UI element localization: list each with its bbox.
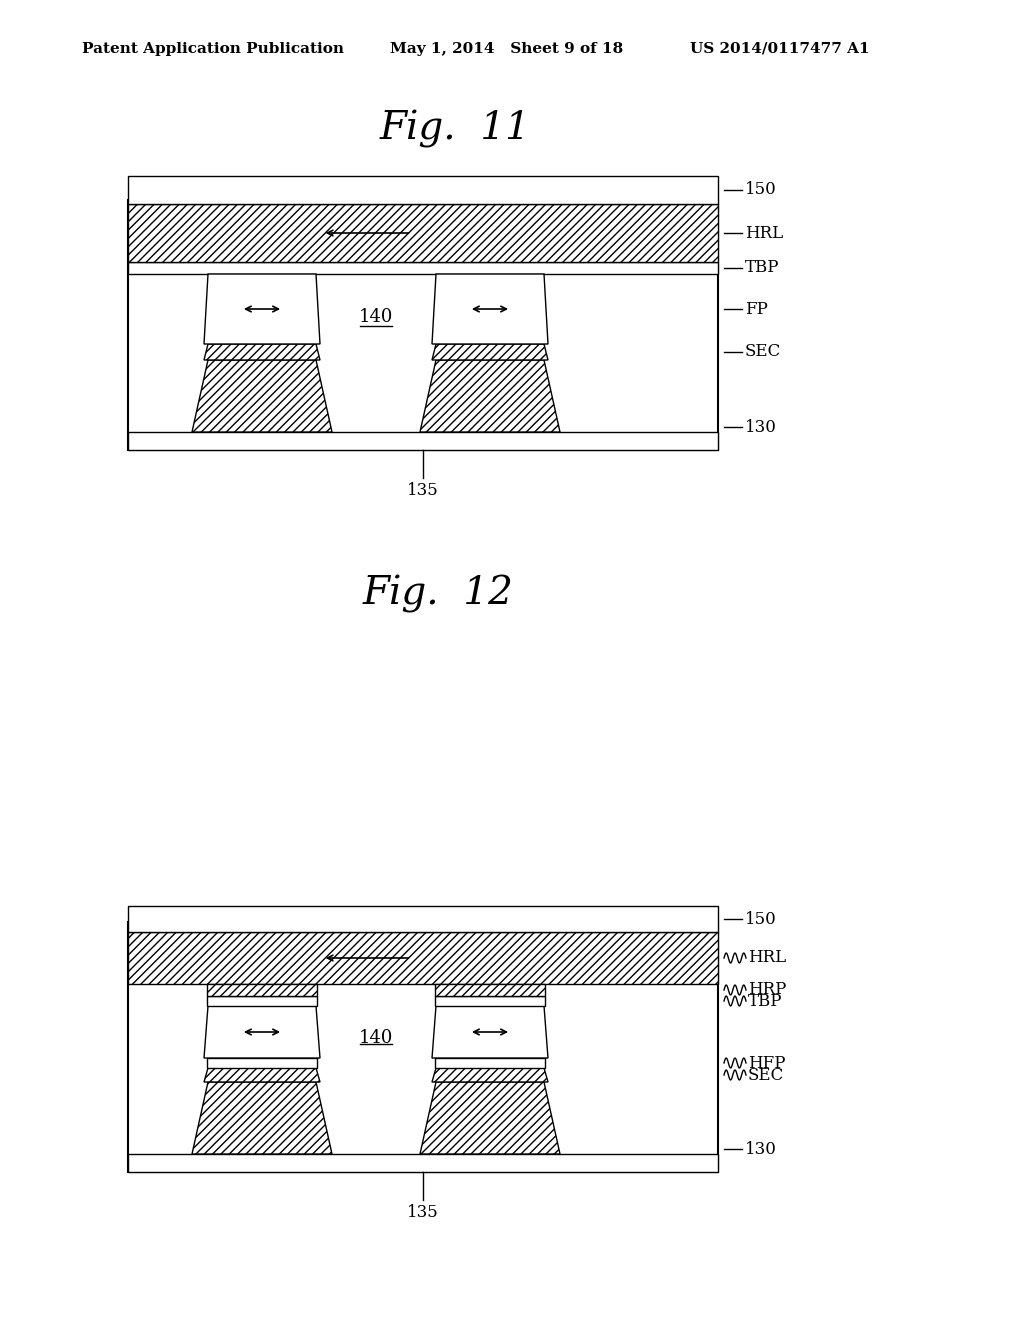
Text: SEC: SEC [745,343,781,360]
Polygon shape [432,1006,548,1059]
Polygon shape [432,1068,548,1082]
Bar [128,432,718,450]
Text: 130: 130 [745,418,777,436]
Bar [435,997,545,1006]
Text: May 1, 2014   Sheet 9 of 18: May 1, 2014 Sheet 9 of 18 [390,42,624,55]
Text: HRL: HRL [748,949,786,966]
Bar [128,201,718,450]
Text: Fig.  11: Fig. 11 [380,110,530,148]
Polygon shape [193,360,332,432]
Bar [207,1059,317,1068]
Text: Fig.  12: Fig. 12 [362,576,514,612]
Polygon shape [193,1082,332,1154]
Bar [128,906,718,932]
Bar [435,983,545,997]
Bar [128,261,718,275]
Text: HRL: HRL [745,224,783,242]
Text: HFP: HFP [748,1055,785,1072]
Polygon shape [420,1082,560,1154]
Polygon shape [432,345,548,360]
Text: 150: 150 [745,181,777,198]
Text: HRP: HRP [748,982,786,998]
Text: 140: 140 [358,1030,393,1047]
Text: 150: 150 [745,911,777,928]
Bar [207,997,317,1006]
Polygon shape [204,1006,319,1059]
Text: 130: 130 [745,1140,777,1158]
Bar [128,176,718,205]
Polygon shape [420,360,560,432]
Text: 135: 135 [408,1204,439,1221]
Text: Patent Application Publication: Patent Application Publication [82,42,344,55]
Text: US 2014/0117477 A1: US 2014/0117477 A1 [690,42,869,55]
Text: FP: FP [745,301,768,318]
Text: 135: 135 [408,482,439,499]
Text: TBP: TBP [748,993,782,1010]
Polygon shape [204,275,319,345]
Text: 140: 140 [358,309,393,326]
Text: SEC: SEC [748,1067,784,1084]
Polygon shape [204,345,319,360]
Text: TBP: TBP [745,260,779,276]
Bar [128,921,718,1172]
Bar [128,1154,718,1172]
Polygon shape [204,1068,319,1082]
Bar [128,205,718,261]
Bar [128,932,718,983]
Polygon shape [432,275,548,345]
Bar [435,1059,545,1068]
Bar [207,983,317,997]
